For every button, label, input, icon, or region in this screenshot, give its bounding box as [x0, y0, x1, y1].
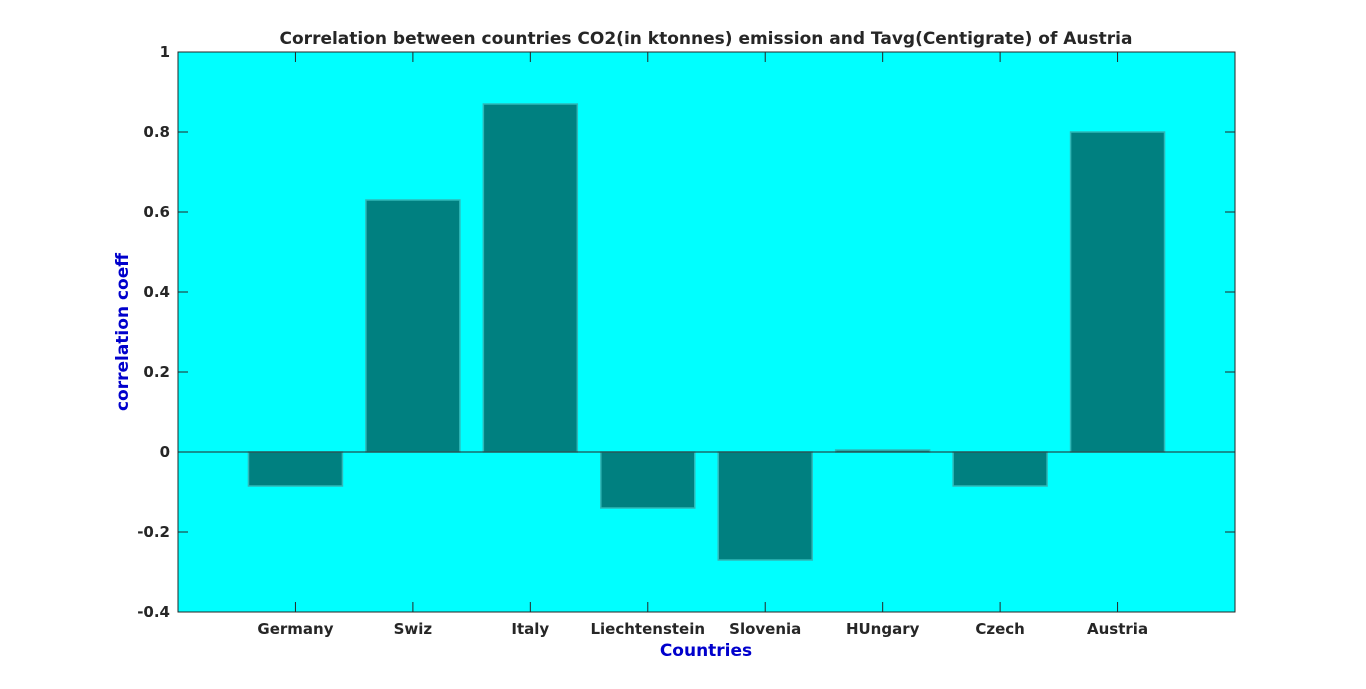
plot-area: [178, 52, 1235, 612]
y-tick-label: 0: [160, 443, 170, 461]
y-axis: -0.4 -0.2 0 0.2 0.4 0.6 0.8 1: [137, 43, 1235, 621]
x-tick-label: Swiz: [394, 620, 433, 638]
y-tick-label: 1: [160, 43, 170, 61]
x-tick-label: Liechtenstein: [590, 620, 705, 638]
y-tick-label: 0.8: [143, 123, 170, 141]
plot-frame: [177, 51, 1236, 613]
y-axis-label: correlation coeff: [113, 253, 133, 411]
bar-czech: [952, 451, 1048, 487]
x-tick-label: Germany: [257, 620, 333, 638]
bar-liechtenstein: [600, 451, 696, 509]
bars-group: [247, 103, 1166, 561]
bar-swiz: [365, 199, 461, 453]
y-tick-label: -0.2: [137, 523, 170, 541]
y-tick-label: 0.2: [143, 363, 170, 381]
y-tick-label: 0.6: [143, 203, 170, 221]
bar-austria: [1069, 131, 1166, 453]
bar-germany: [247, 451, 344, 487]
x-tick-label: HUngary: [846, 620, 920, 638]
x-tick-label: Czech: [975, 620, 1024, 638]
x-tick-label: Slovenia: [729, 620, 801, 638]
x-tick-label: Italy: [511, 620, 549, 638]
bar-italy: [482, 103, 579, 453]
x-axis: Germany Swiz Italy Liechtenstein Slovenia HUn…: [257, 52, 1148, 638]
x-tick-label: Austria: [1087, 620, 1148, 638]
x-axis-label: Countries: [660, 641, 752, 661]
y-tick-label: 0.4: [143, 283, 170, 301]
bar-slovenia: [717, 451, 813, 561]
chart-title: Correlation between countries CO2(in kto…: [280, 29, 1133, 49]
y-tick-label: -0.4: [137, 603, 170, 621]
